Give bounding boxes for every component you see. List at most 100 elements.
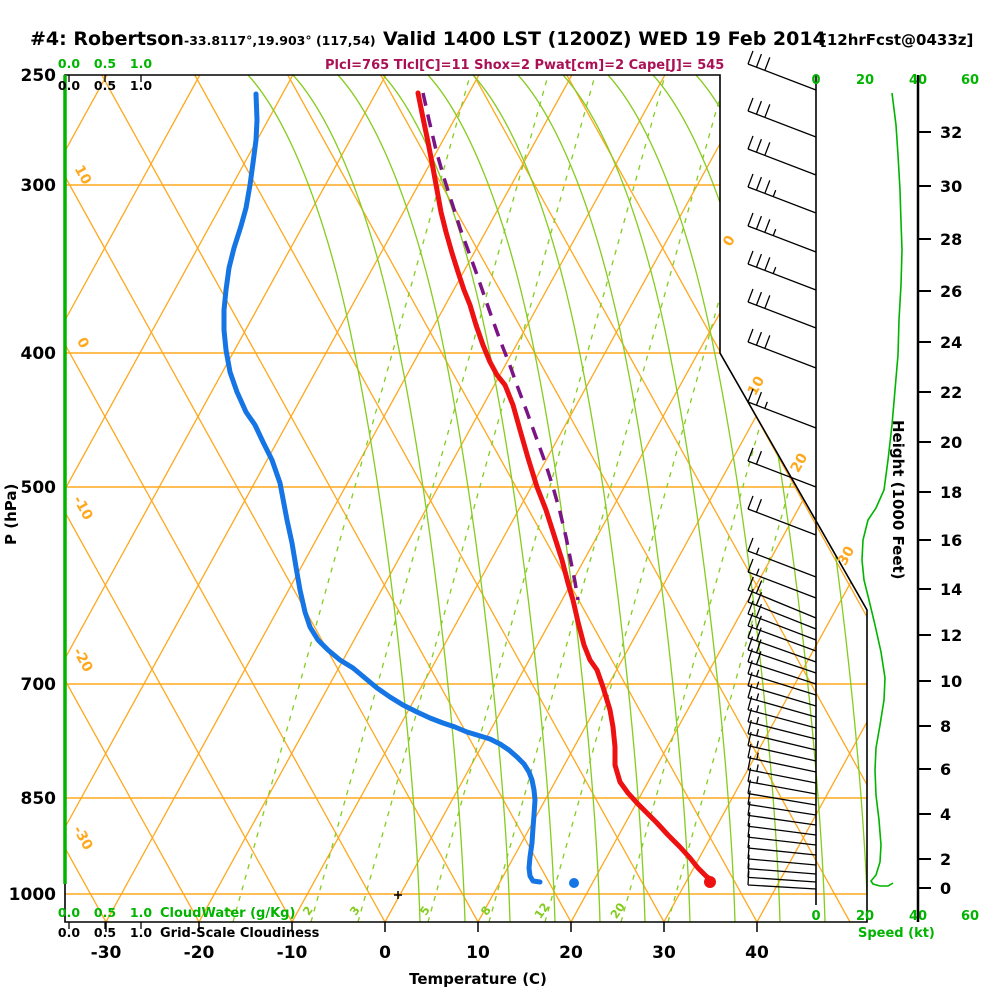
dry-adiabat-label: -30: [69, 823, 95, 853]
cloudwater-axis-label: CloudWater (g/Kg): [160, 906, 295, 921]
moist-adiabat-line: [337, 75, 511, 922]
temperature-tick-label: 40: [745, 943, 769, 963]
wind-barb: [747, 388, 817, 429]
temperature-tick-label: -30: [91, 943, 122, 963]
height-tick-label: 4: [940, 805, 951, 824]
moist-adiabat-line: [562, 75, 736, 922]
wind-barb: [747, 50, 817, 91]
gridline-layer: [65, 75, 867, 922]
cloudiness-scale-bottom: 0.0: [58, 925, 80, 940]
wind-barb: [747, 779, 817, 806]
wind-barb: [747, 648, 817, 685]
dewpoint-curve: [221, 91, 543, 885]
forecast-tag: [12hrFcst@0433z]: [820, 31, 974, 49]
temperature-tick-label: 10: [466, 943, 490, 963]
cloudwater-scale-bottom: 1.0: [130, 905, 152, 920]
pressure-tick-label: 300: [21, 176, 57, 196]
wind-speed-curve: [861, 92, 903, 887]
height-tick-label: 8: [940, 717, 951, 736]
isotherm-line: [384, 75, 852, 922]
mixing-ratio-line: [667, 75, 867, 922]
speed-tick-label-top: 0: [811, 73, 820, 88]
wind-barb: [747, 212, 817, 253]
wind-barb-layer: [747, 50, 817, 890]
wind-barb: [747, 812, 817, 836]
cloudwater-scale-top: 1.0: [130, 56, 152, 71]
wind-barb: [747, 576, 817, 619]
dry-adiabat-label: 0: [73, 335, 92, 352]
mixing-ratio-label: 2: [300, 903, 316, 918]
wind-barb: [747, 719, 817, 751]
moist-adiabat-line: [652, 75, 826, 922]
moist-adiabat-line: [607, 75, 781, 922]
pressure-tick-label: 1000: [9, 885, 56, 905]
surface-temperature-dot: [704, 876, 716, 888]
plot-boundary: [64, 74, 868, 923]
height-tick-label: 14: [940, 580, 962, 599]
wind-barb: [747, 870, 817, 890]
mixing-ratio-label: 8: [478, 903, 494, 918]
dry-adiabat-label: -20: [69, 645, 95, 675]
moist-adiabat-line: [517, 75, 691, 922]
wind-barb: [747, 731, 817, 762]
station-coordinates: -33.8117°,19.903° (117,54): [184, 33, 376, 48]
wind-barb: [747, 328, 817, 369]
cloudwater-scale-bottom: 0.0: [58, 905, 80, 920]
pressure-tick-label: 400: [21, 344, 57, 364]
mixing-ratio-line: [357, 75, 596, 922]
valid-time-title: Valid 1400 LST (1200Z) WED 19 Feb 2014: [383, 28, 826, 50]
height-tick-label: 18: [940, 483, 962, 502]
isotherm-line: [756, 75, 867, 922]
isotherm-line: [65, 75, 480, 922]
parcel-curve: [421, 92, 580, 601]
mixing-ratio-line: [544, 75, 783, 922]
wind-barb: [747, 707, 817, 740]
temperature-axis-title: Temperature (C): [409, 970, 547, 988]
speed-axis-title: Speed (kt): [858, 926, 935, 941]
isotherm-line: [65, 75, 387, 922]
height-tick-label: 26: [940, 282, 962, 301]
speed-tick-label-top: 20: [856, 73, 874, 88]
isotherm-line: [105, 75, 573, 922]
wind-barb: [747, 684, 817, 718]
speed-tick-label-bottom: 60: [961, 909, 979, 924]
pressure-axis-title: P (hPa): [2, 484, 20, 545]
mixing-ratio-line: [232, 75, 471, 922]
wind-barb: [747, 636, 817, 674]
isotherm-line: [198, 75, 666, 922]
speed-tick-label-top: 60: [961, 73, 979, 88]
wind-barb: [747, 97, 817, 138]
cloudwater-scale-top: 0.0: [58, 56, 80, 71]
wind-barb: [747, 495, 817, 536]
wind-barb: [747, 767, 817, 795]
wind-barb: [747, 558, 817, 599]
moist-adiabat-line: [382, 75, 556, 922]
dry-adiabat-line: [65, 75, 479, 922]
wind-barb: [747, 447, 817, 488]
wind-barb: [747, 250, 817, 291]
temperature-tick-label: -20: [184, 943, 215, 963]
height-tick-label: 28: [940, 230, 962, 249]
pressure-tick-label: 700: [21, 675, 57, 695]
pressure-tick-label: 850: [21, 789, 57, 809]
cloudiness-scale-top: 0.0: [58, 78, 80, 93]
moist-adiabat-line: [472, 75, 646, 922]
mixing-ratio-line: [310, 75, 549, 922]
wind-barb: [747, 844, 817, 866]
dry-adiabat-line: [65, 75, 200, 922]
speed-tick-label-bottom: 20: [856, 909, 874, 924]
moist-adiabat-line: [292, 75, 466, 922]
temperature-tick-label: 30: [652, 943, 676, 963]
dry-adiabat-line: [65, 75, 386, 922]
mixing-ratio-line: [427, 75, 666, 922]
height-tick-label: 22: [940, 383, 962, 402]
isotherm-label: 10: [745, 373, 769, 398]
surface-dewpoint-dot: [569, 878, 579, 888]
wind-barb: [747, 288, 817, 329]
height-tick-label: 6: [940, 760, 951, 779]
height-tick-label: 20: [940, 433, 962, 452]
cloudwater-scale-top: 0.5: [94, 56, 116, 71]
mixing-ratio-label: 5: [417, 903, 433, 918]
